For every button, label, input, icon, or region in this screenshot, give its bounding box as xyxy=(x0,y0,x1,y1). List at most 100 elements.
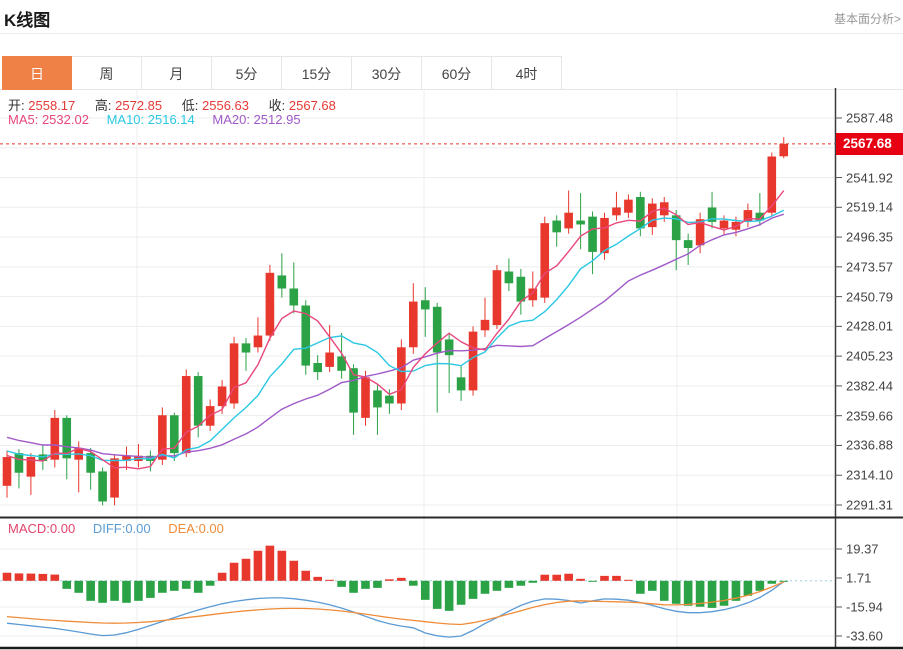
candle-down xyxy=(170,415,179,454)
macd-bar xyxy=(313,576,322,581)
macd-bar xyxy=(181,580,191,589)
y-axis-label: 2405.23 xyxy=(846,348,893,364)
macd-bar xyxy=(576,578,585,581)
close-value: 2567.68 xyxy=(288,98,336,113)
y-axis-label: 2428.01 xyxy=(846,318,893,334)
macd-bar xyxy=(540,574,550,581)
macd-bar xyxy=(719,580,729,606)
y-axis-label: 2336.88 xyxy=(846,437,893,453)
candle-down xyxy=(277,275,287,289)
candle-down xyxy=(98,471,107,502)
candle-down xyxy=(576,220,585,225)
candle-down xyxy=(241,343,251,353)
macd-bar xyxy=(444,580,454,611)
macd-bar xyxy=(50,574,60,581)
candle-down xyxy=(373,390,382,408)
macd-bar xyxy=(409,580,418,586)
macd-bar xyxy=(193,580,203,593)
macd-bar xyxy=(62,580,72,589)
tab-月[interactable]: 月 xyxy=(142,56,212,90)
candle-down xyxy=(62,417,72,459)
candle-up xyxy=(397,347,406,404)
candle-down xyxy=(349,368,358,413)
macd-bar xyxy=(695,580,705,607)
candle-up xyxy=(612,207,621,216)
macd-bar xyxy=(683,580,693,606)
candle-down xyxy=(289,288,299,306)
macd-bar xyxy=(707,580,717,608)
macd-bar xyxy=(600,575,609,581)
kline-chart[interactable]: 开: 2558.17 高: 2572.85 低: 2556.63 收: 2567… xyxy=(0,88,903,650)
candle-up xyxy=(564,212,573,229)
ma10-value: MA10: 2516.14 xyxy=(106,112,195,127)
macd-bar xyxy=(217,572,227,581)
ma5-value: MA5: 2532.02 xyxy=(8,112,89,127)
macd-value: MACD:0.00 xyxy=(8,521,76,536)
y-axis-label: 2496.35 xyxy=(846,229,893,245)
candle-down xyxy=(456,377,466,391)
macd-bar xyxy=(74,580,83,593)
candle-up xyxy=(600,217,609,254)
macd-bar xyxy=(158,580,167,593)
tab-日[interactable]: 日 xyxy=(2,56,72,90)
fundamental-analysis-link[interactable]: 基本面分析> xyxy=(833,12,901,26)
tab-30分[interactable]: 30分 xyxy=(352,56,422,90)
candle-down xyxy=(683,240,693,248)
candle-up xyxy=(719,220,729,229)
low-value: 2556.63 xyxy=(202,98,249,113)
macd-bar xyxy=(265,545,275,581)
candle-up xyxy=(648,203,657,228)
y-axis-label: -15.94 xyxy=(846,599,883,615)
macd-bar xyxy=(98,580,107,603)
tab-5分[interactable]: 5分 xyxy=(212,56,282,90)
candle-down xyxy=(516,276,526,302)
candle-up xyxy=(122,455,131,461)
candle-down xyxy=(504,271,514,284)
page-title: K线图 xyxy=(4,11,51,30)
macd-bar xyxy=(337,580,346,587)
candle-down xyxy=(671,215,681,241)
y-axis-label: 19.37 xyxy=(846,541,879,557)
candle-down xyxy=(588,216,597,252)
y-axis-label: 2382.44 xyxy=(846,378,893,394)
candle-up xyxy=(624,199,633,213)
candle-down xyxy=(755,212,765,221)
candle-down xyxy=(86,453,95,473)
candle-up xyxy=(158,415,167,460)
low-label: 低: xyxy=(181,98,199,113)
tab-4时[interactable]: 4时 xyxy=(492,56,562,90)
macd-bar xyxy=(743,580,753,596)
candle-down xyxy=(444,339,454,356)
tab-15分[interactable]: 15分 xyxy=(282,56,352,90)
macd-bar xyxy=(588,580,597,582)
y-axis-label: -33.60 xyxy=(846,628,883,644)
high-value: 2572.85 xyxy=(115,98,163,113)
candle-down xyxy=(385,395,394,404)
candle-up xyxy=(480,319,490,331)
macd-bar xyxy=(552,574,561,581)
high-label: 高: xyxy=(94,98,112,113)
candle-down xyxy=(707,207,717,222)
candle-down xyxy=(636,197,645,229)
tab-周[interactable]: 周 xyxy=(72,56,142,90)
candle-up xyxy=(2,457,12,486)
macd-bar xyxy=(122,580,131,603)
macd-bar xyxy=(26,573,36,581)
current-price-tag: 2567.68 xyxy=(836,132,903,155)
macd-bar xyxy=(349,580,358,593)
macd-bar xyxy=(289,560,299,581)
macd-bar xyxy=(361,580,370,589)
macd-bar xyxy=(564,573,573,581)
candle-up xyxy=(229,343,239,404)
y-axis-label: 2473.57 xyxy=(846,259,893,275)
ma20-line xyxy=(6,213,785,459)
macd-bar xyxy=(659,580,669,601)
macd-bar xyxy=(38,573,48,581)
candle-up xyxy=(26,457,36,477)
macd-bar xyxy=(528,580,538,583)
y-axis-label: 2587.48 xyxy=(846,110,893,126)
macd-bar xyxy=(779,580,789,582)
dea-line xyxy=(6,581,785,626)
tab-60分[interactable]: 60分 xyxy=(422,56,492,90)
